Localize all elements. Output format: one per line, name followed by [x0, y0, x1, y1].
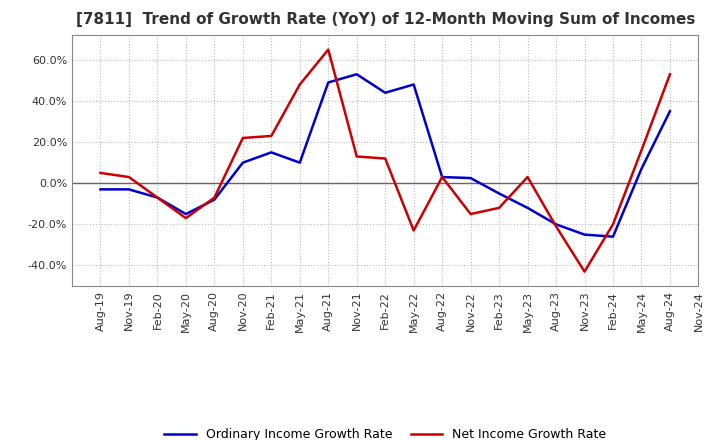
Ordinary Income Growth Rate	[153, 195, 162, 200]
Net Income Growth Rate	[381, 156, 390, 161]
Line: Ordinary Income Growth Rate: Ordinary Income Growth Rate	[101, 74, 670, 237]
Ordinary Income Growth Rate	[523, 205, 532, 210]
Ordinary Income Growth Rate	[665, 109, 674, 114]
Ordinary Income Growth Rate	[96, 187, 105, 192]
Ordinary Income Growth Rate	[467, 176, 475, 181]
Net Income Growth Rate	[438, 174, 446, 180]
Ordinary Income Growth Rate	[552, 222, 560, 227]
Ordinary Income Growth Rate	[410, 82, 418, 87]
Net Income Growth Rate	[608, 222, 617, 227]
Title: [7811]  Trend of Growth Rate (YoY) of 12-Month Moving Sum of Incomes: [7811] Trend of Growth Rate (YoY) of 12-…	[76, 12, 695, 27]
Ordinary Income Growth Rate	[295, 160, 304, 165]
Net Income Growth Rate	[410, 228, 418, 233]
Ordinary Income Growth Rate	[608, 234, 617, 239]
Line: Net Income Growth Rate: Net Income Growth Rate	[101, 50, 670, 271]
Net Income Growth Rate	[96, 170, 105, 176]
Net Income Growth Rate	[324, 47, 333, 52]
Net Income Growth Rate	[210, 195, 219, 200]
Net Income Growth Rate	[523, 174, 532, 180]
Ordinary Income Growth Rate	[324, 80, 333, 85]
Net Income Growth Rate	[467, 211, 475, 216]
Net Income Growth Rate	[495, 205, 503, 210]
Net Income Growth Rate	[267, 133, 276, 139]
Ordinary Income Growth Rate	[637, 166, 646, 172]
Ordinary Income Growth Rate	[210, 197, 219, 202]
Ordinary Income Growth Rate	[381, 90, 390, 95]
Ordinary Income Growth Rate	[352, 72, 361, 77]
Net Income Growth Rate	[125, 174, 133, 180]
Ordinary Income Growth Rate	[125, 187, 133, 192]
Net Income Growth Rate	[295, 82, 304, 87]
Ordinary Income Growth Rate	[438, 174, 446, 180]
Legend: Ordinary Income Growth Rate, Net Income Growth Rate: Ordinary Income Growth Rate, Net Income …	[159, 423, 611, 440]
Ordinary Income Growth Rate	[267, 150, 276, 155]
Net Income Growth Rate	[238, 136, 247, 141]
Net Income Growth Rate	[352, 154, 361, 159]
Net Income Growth Rate	[665, 72, 674, 77]
Ordinary Income Growth Rate	[181, 211, 190, 216]
Net Income Growth Rate	[580, 269, 589, 274]
Ordinary Income Growth Rate	[495, 191, 503, 196]
Ordinary Income Growth Rate	[238, 160, 247, 165]
Net Income Growth Rate	[153, 195, 162, 200]
Net Income Growth Rate	[181, 216, 190, 221]
Net Income Growth Rate	[552, 224, 560, 229]
Net Income Growth Rate	[637, 148, 646, 153]
Ordinary Income Growth Rate	[580, 232, 589, 237]
